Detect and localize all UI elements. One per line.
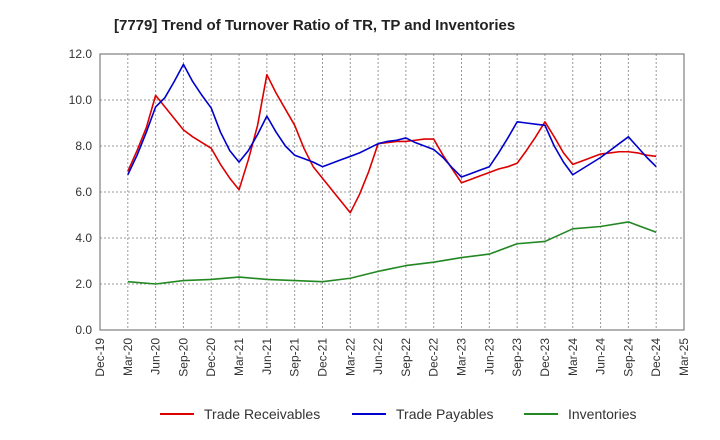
chart-title: [7779] Trend of Turnover Ratio of TR, TP… [114, 17, 515, 34]
x-tick-label: Sep-23 [510, 338, 524, 377]
x-tick-label: Jun-21 [260, 338, 274, 375]
x-tick-label: Mar-24 [566, 338, 580, 376]
series-line-inventories [127, 221, 657, 285]
y-axis-ticks: 0.0 2.0 4.0 6.0 8.0 10.0 12.0 [69, 47, 93, 337]
x-axis-ticks: Dec-19 Mar-20 Jun-20 Sep-20 Dec-20 Mar-21 Jun-… [93, 338, 691, 377]
x-tick-label: Sep-20 [176, 338, 190, 377]
legend: Trade Receivables Trade Payables Inventori… [160, 406, 636, 422]
legend-label-trade-payables: Trade Payables [396, 406, 494, 422]
x-tick-label: Sep-21 [288, 338, 302, 377]
legend-label-inventories: Inventories [568, 406, 636, 422]
x-tick-label: Mar-21 [232, 338, 246, 376]
x-tick-label: Dec-22 [427, 338, 441, 377]
x-tick-label: Mar-22 [343, 338, 357, 376]
y-tick-label: 2.0 [75, 277, 92, 291]
x-tick-label: Mar-23 [455, 338, 469, 376]
y-tick-label: 8.0 [75, 139, 92, 153]
x-tick-label: Dec-21 [315, 338, 329, 377]
y-tick-label: 4.0 [75, 231, 92, 245]
grid-lines [100, 54, 684, 330]
x-tick-label: Jun-23 [482, 338, 496, 375]
x-tick-label: Jun-20 [149, 338, 163, 375]
series-line-trade-receivables [127, 73, 657, 214]
x-tick-label: Dec-20 [204, 338, 218, 377]
series-line-trade-payables [127, 63, 657, 178]
x-tick-label: Mar-20 [121, 338, 135, 376]
series-lines [127, 63, 657, 285]
x-tick-label: Sep-22 [399, 338, 413, 377]
legend-label-trade-receivables: Trade Receivables [204, 406, 320, 422]
y-tick-label: 10.0 [69, 93, 93, 107]
x-tick-label: Mar-25 [677, 338, 691, 376]
x-tick-label: Dec-23 [538, 338, 552, 377]
x-tick-label: Dec-24 [649, 338, 663, 377]
x-tick-label: Sep-24 [621, 338, 635, 377]
y-tick-label: 12.0 [69, 47, 93, 61]
y-tick-label: 6.0 [75, 185, 92, 199]
x-tick-label: Jun-24 [594, 338, 608, 375]
plot-area-frame [99, 53, 685, 331]
x-tick-label: Jun-22 [371, 338, 385, 375]
y-tick-label: 0.0 [75, 323, 92, 337]
x-tick-label: Dec-19 [93, 338, 107, 377]
